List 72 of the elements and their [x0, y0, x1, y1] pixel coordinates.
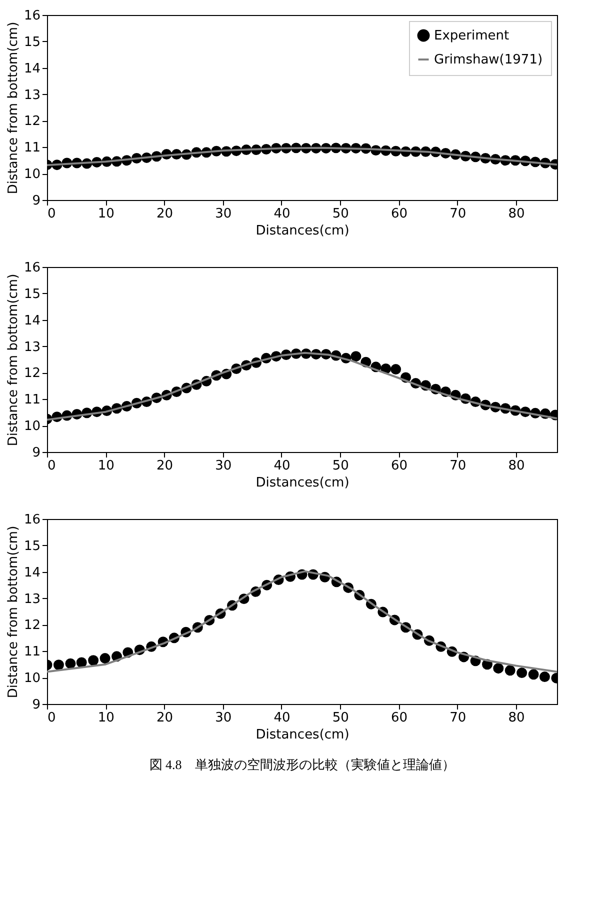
y-tick-label: 15: [24, 286, 40, 302]
point: [100, 653, 110, 664]
x-tick-label: 10: [98, 710, 114, 726]
x-tick-label: 60: [390, 710, 408, 726]
y-tick-label: 16: [24, 512, 40, 528]
y-tick-label: 16: [24, 8, 40, 24]
y-tick-label: 14: [24, 313, 40, 328]
y-tick-label: 13: [24, 592, 40, 607]
y-tick-label: 16: [24, 260, 40, 276]
point: [493, 663, 504, 674]
y-tick-label: 13: [24, 88, 40, 103]
y-tick-label: 11: [24, 140, 40, 156]
y-axis-title: Distance from bottom(cm): [6, 22, 21, 194]
x-tick-label: 0: [48, 206, 56, 222]
x-tick-label: 0: [48, 710, 56, 726]
y-tick-label: 10: [24, 419, 40, 434]
point: [528, 669, 539, 680]
point: [65, 658, 76, 669]
x-tick-label: 0: [48, 458, 56, 474]
x-axis-title: Distances(cm): [256, 728, 350, 742]
x-tick-label: 20: [156, 206, 174, 222]
legend-label: Grimshaw(1971): [434, 52, 543, 68]
x-tick-label: 30: [215, 206, 232, 222]
x-tick-label: 40: [274, 458, 290, 474]
y-axis-title: Distance from bottom(cm): [6, 274, 21, 446]
caption: 図 4.8 単独波の空間波形の比較（実験値と理論値）: [149, 757, 455, 772]
y-tick-label: 12: [24, 366, 40, 382]
x-tick-label: 10: [98, 206, 114, 222]
point: [76, 657, 87, 668]
x-tick-label: 70: [450, 458, 466, 474]
point: [53, 660, 64, 670]
x-tick-label: 70: [450, 206, 466, 222]
y-tick-label: 9: [32, 698, 40, 712]
y-tick-label: 14: [24, 61, 40, 76]
x-tick-label: 80: [508, 710, 525, 726]
y-tick-label: 14: [24, 565, 40, 580]
x-axis-title: Distances(cm): [256, 476, 350, 490]
x-tick-label: 10: [98, 458, 114, 474]
x-tick-label: 20: [156, 710, 174, 726]
y-tick-label: 12: [24, 114, 40, 130]
y-tick-label: 10: [24, 671, 40, 686]
y-tick-label: 9: [32, 194, 40, 208]
x-tick-label: 40: [274, 206, 290, 222]
x-tick-label: 80: [508, 458, 525, 474]
y-axis-title: Distance from bottom(cm): [6, 526, 21, 698]
x-tick-label: 50: [332, 206, 349, 222]
y-tick-label: 12: [24, 618, 40, 634]
point: [350, 351, 362, 362]
x-tick-label: 60: [390, 458, 408, 474]
y-tick-label: 11: [24, 644, 40, 660]
point: [504, 665, 516, 676]
point: [390, 364, 402, 375]
y-tick-label: 9: [32, 446, 40, 460]
x-tick-label: 80: [508, 206, 525, 222]
y-tick-label: 11: [24, 392, 40, 408]
x-tick-label: 70: [450, 710, 466, 726]
y-tick-label: 10: [24, 167, 40, 182]
point: [539, 672, 550, 682]
y-tick-label: 13: [24, 340, 40, 355]
x-tick-label: 60: [390, 206, 408, 222]
x-tick-label: 30: [215, 458, 232, 474]
x-tick-label: 50: [332, 710, 349, 726]
x-tick-label: 40: [274, 710, 290, 726]
point: [88, 655, 99, 666]
x-tick-label: 50: [332, 458, 349, 474]
point: [516, 668, 528, 678]
x-axis-title: Distances(cm): [256, 224, 350, 238]
legend-label: Experiment: [434, 28, 510, 44]
y-tick-label: 15: [24, 538, 40, 554]
x-tick-label: 30: [215, 710, 232, 726]
x-tick-label: 20: [156, 458, 174, 474]
y-tick-label: 15: [24, 34, 40, 50]
